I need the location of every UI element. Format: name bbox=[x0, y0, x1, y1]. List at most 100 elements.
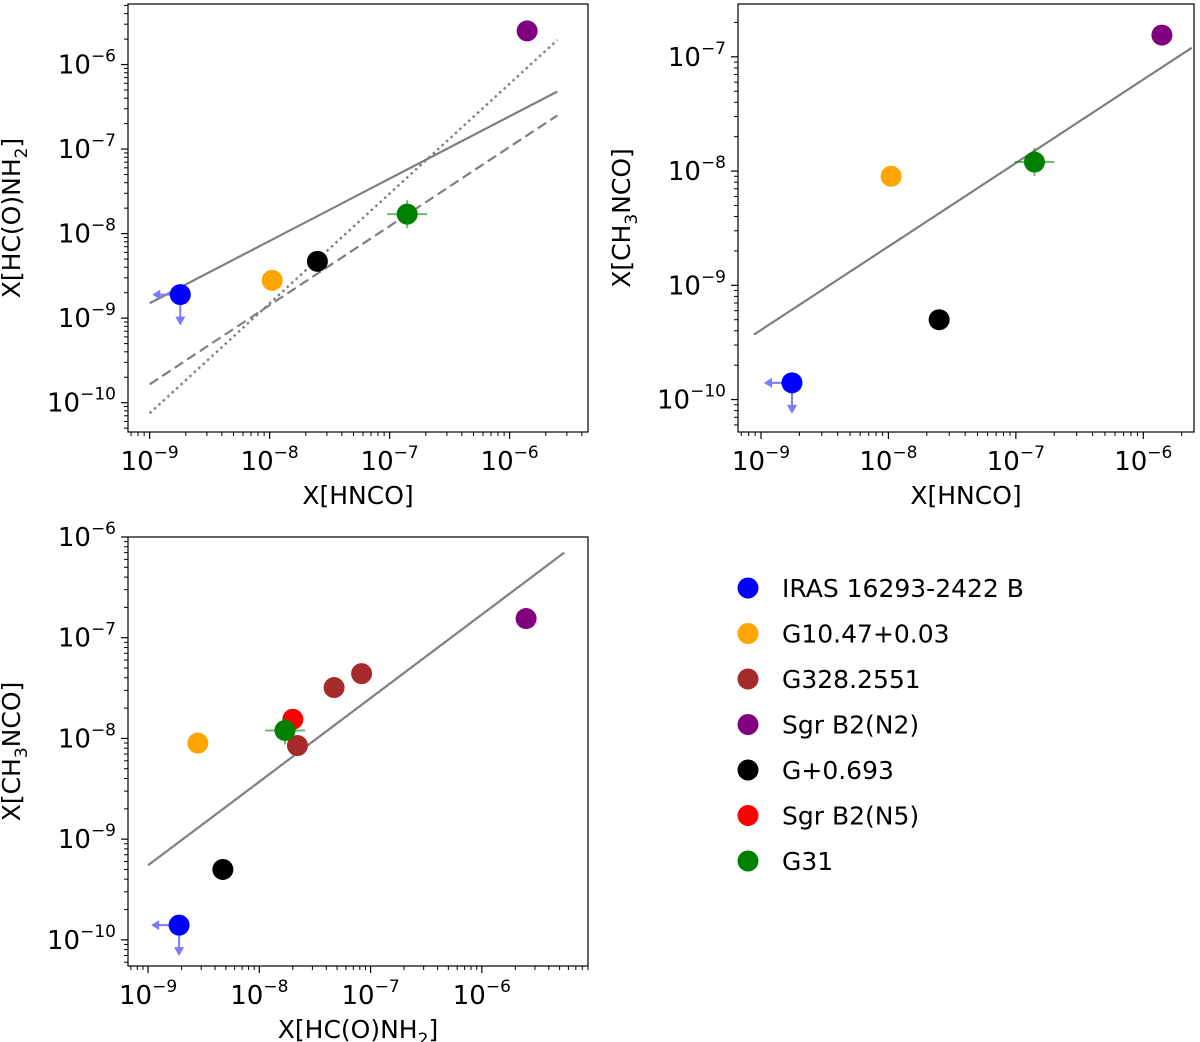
upper-limit-arrowhead-x bbox=[151, 920, 160, 931]
legend-label: G328.2551 bbox=[782, 665, 921, 694]
marker bbox=[274, 719, 296, 741]
legend-entry: G+0.693 bbox=[737, 756, 894, 785]
data-point bbox=[1151, 24, 1173, 46]
chart-panel-bottom-left: 10−9 10−8 10−7 10−610−1010−910−810−710−6X[H… bbox=[0, 519, 589, 1042]
legend-marker bbox=[737, 623, 759, 644]
y-axis-label: X[CH3NCO] bbox=[0, 682, 32, 822]
data-point bbox=[515, 608, 537, 630]
marker bbox=[1023, 151, 1045, 173]
axes-frame bbox=[127, 3, 589, 433]
data-point bbox=[152, 284, 191, 326]
data-point bbox=[187, 732, 209, 754]
marker bbox=[286, 735, 308, 757]
legend-label: Sgr B2(N2) bbox=[782, 711, 919, 740]
y-tick-label: 10−8 bbox=[58, 216, 116, 250]
legend: IRAS 16293-2422 B G10.47+0.03 G328.2551 Sgr… bbox=[737, 574, 1024, 876]
marker bbox=[261, 269, 283, 291]
legend-label: IRAS 16293-2422 B bbox=[782, 574, 1024, 603]
y-axis-label: X[HC(O)NH2] bbox=[0, 138, 32, 298]
y-tick-label: 10−8 bbox=[668, 153, 726, 187]
y-tick-label: 10−10 bbox=[47, 922, 116, 956]
y-tick-label: 10−7 bbox=[58, 131, 116, 165]
y-tick-label: 10−6 bbox=[58, 519, 116, 553]
data-point bbox=[286, 735, 308, 757]
data-point bbox=[264, 716, 305, 745]
x-tick-label: 10−8 bbox=[859, 443, 917, 477]
y-tick-label: 10−8 bbox=[58, 720, 116, 754]
x-tick-label: 10−9 bbox=[121, 443, 179, 477]
marker bbox=[168, 914, 190, 936]
marker bbox=[351, 663, 373, 685]
upper-limit-arrowhead-y bbox=[786, 404, 797, 414]
marker bbox=[516, 20, 538, 42]
y-tick-label: 10−9 bbox=[668, 267, 726, 301]
legend-label: G10.47+0.03 bbox=[782, 620, 950, 649]
data-point bbox=[763, 372, 803, 414]
data-point bbox=[351, 663, 373, 685]
x-tick-label: 10−6 bbox=[453, 977, 511, 1011]
data-point bbox=[387, 200, 428, 229]
y-tick-label: 10−10 bbox=[47, 385, 116, 419]
marker bbox=[169, 284, 191, 306]
data-point bbox=[212, 858, 234, 880]
fit-line-solid bbox=[147, 551, 565, 867]
x-tick-label: 10−8 bbox=[241, 443, 299, 477]
marker bbox=[306, 250, 328, 272]
upper-limit-arrowhead-y bbox=[175, 316, 186, 326]
y-tick-label: 10−7 bbox=[58, 620, 116, 654]
fit-line-solid bbox=[753, 46, 1193, 336]
x-tick-label: 10−7 bbox=[361, 443, 419, 477]
x-tick-label: 10−8 bbox=[230, 977, 288, 1011]
y-tick-label: 10−10 bbox=[657, 382, 726, 416]
y-tick-label: 10−9 bbox=[58, 300, 116, 334]
x-axis-label: X[HNCO] bbox=[302, 481, 413, 510]
legend-label: G31 bbox=[782, 847, 833, 876]
legend-entry: G31 bbox=[737, 847, 833, 876]
marker bbox=[781, 372, 803, 394]
legend-entry: G328.2551 bbox=[737, 665, 921, 694]
marker bbox=[323, 677, 345, 699]
x-tick-label: 10−7 bbox=[987, 443, 1045, 477]
x-axis-label: X[HNCO] bbox=[910, 481, 1021, 510]
marker bbox=[1151, 24, 1173, 46]
y-tick-label: 10−6 bbox=[58, 47, 116, 81]
upper-limit-arrowhead-x bbox=[763, 377, 772, 388]
x-tick-label: 10−9 bbox=[119, 977, 177, 1011]
data-point bbox=[1014, 148, 1055, 177]
legend-label: G+0.693 bbox=[782, 756, 894, 785]
legend-entry: IRAS 16293-2422 B bbox=[737, 574, 1024, 603]
data-point bbox=[306, 250, 328, 272]
marker bbox=[187, 732, 209, 754]
marker bbox=[880, 165, 902, 187]
data-point bbox=[151, 914, 190, 957]
legend-entry: Sgr B2(N2) bbox=[737, 711, 919, 740]
legend-entry: Sgr B2(N5) bbox=[737, 802, 919, 831]
legend-marker bbox=[737, 759, 759, 781]
y-tick-label: 10−7 bbox=[668, 39, 726, 73]
data-point bbox=[323, 677, 345, 699]
legend-marker bbox=[737, 577, 759, 599]
legend-marker bbox=[737, 850, 759, 872]
axes-frame bbox=[127, 536, 589, 967]
data-point bbox=[516, 20, 538, 42]
legend-marker bbox=[737, 805, 759, 826]
data-point bbox=[880, 165, 902, 187]
fit-line-solid bbox=[149, 90, 558, 305]
upper-limit-arrowhead-x bbox=[152, 289, 161, 300]
y-tick-label: 10−9 bbox=[58, 821, 116, 855]
chart-panel-top-left: 10−9 10−8 10−7 10−610−1010−910−810−710−6X[H… bbox=[0, 3, 589, 510]
y-axis-label: X[CH3NCO] bbox=[607, 148, 642, 288]
chart-panel-top-right: 10−9 10−8 10−7 10−610−1010−910−810−7X[HNCO]… bbox=[607, 3, 1195, 510]
fit-line-dotted bbox=[148, 39, 559, 415]
legend-marker bbox=[737, 668, 759, 690]
data-point bbox=[928, 309, 950, 331]
legend-label: Sgr B2(N5) bbox=[782, 802, 919, 831]
marker bbox=[212, 858, 234, 880]
axes-frame bbox=[737, 3, 1195, 433]
marker bbox=[928, 309, 950, 331]
x-tick-label: 10−6 bbox=[1114, 443, 1172, 477]
x-tick-label: 10−6 bbox=[481, 443, 539, 477]
upper-limit-arrowhead-y bbox=[174, 947, 185, 957]
x-tick-label: 10−9 bbox=[732, 443, 790, 477]
